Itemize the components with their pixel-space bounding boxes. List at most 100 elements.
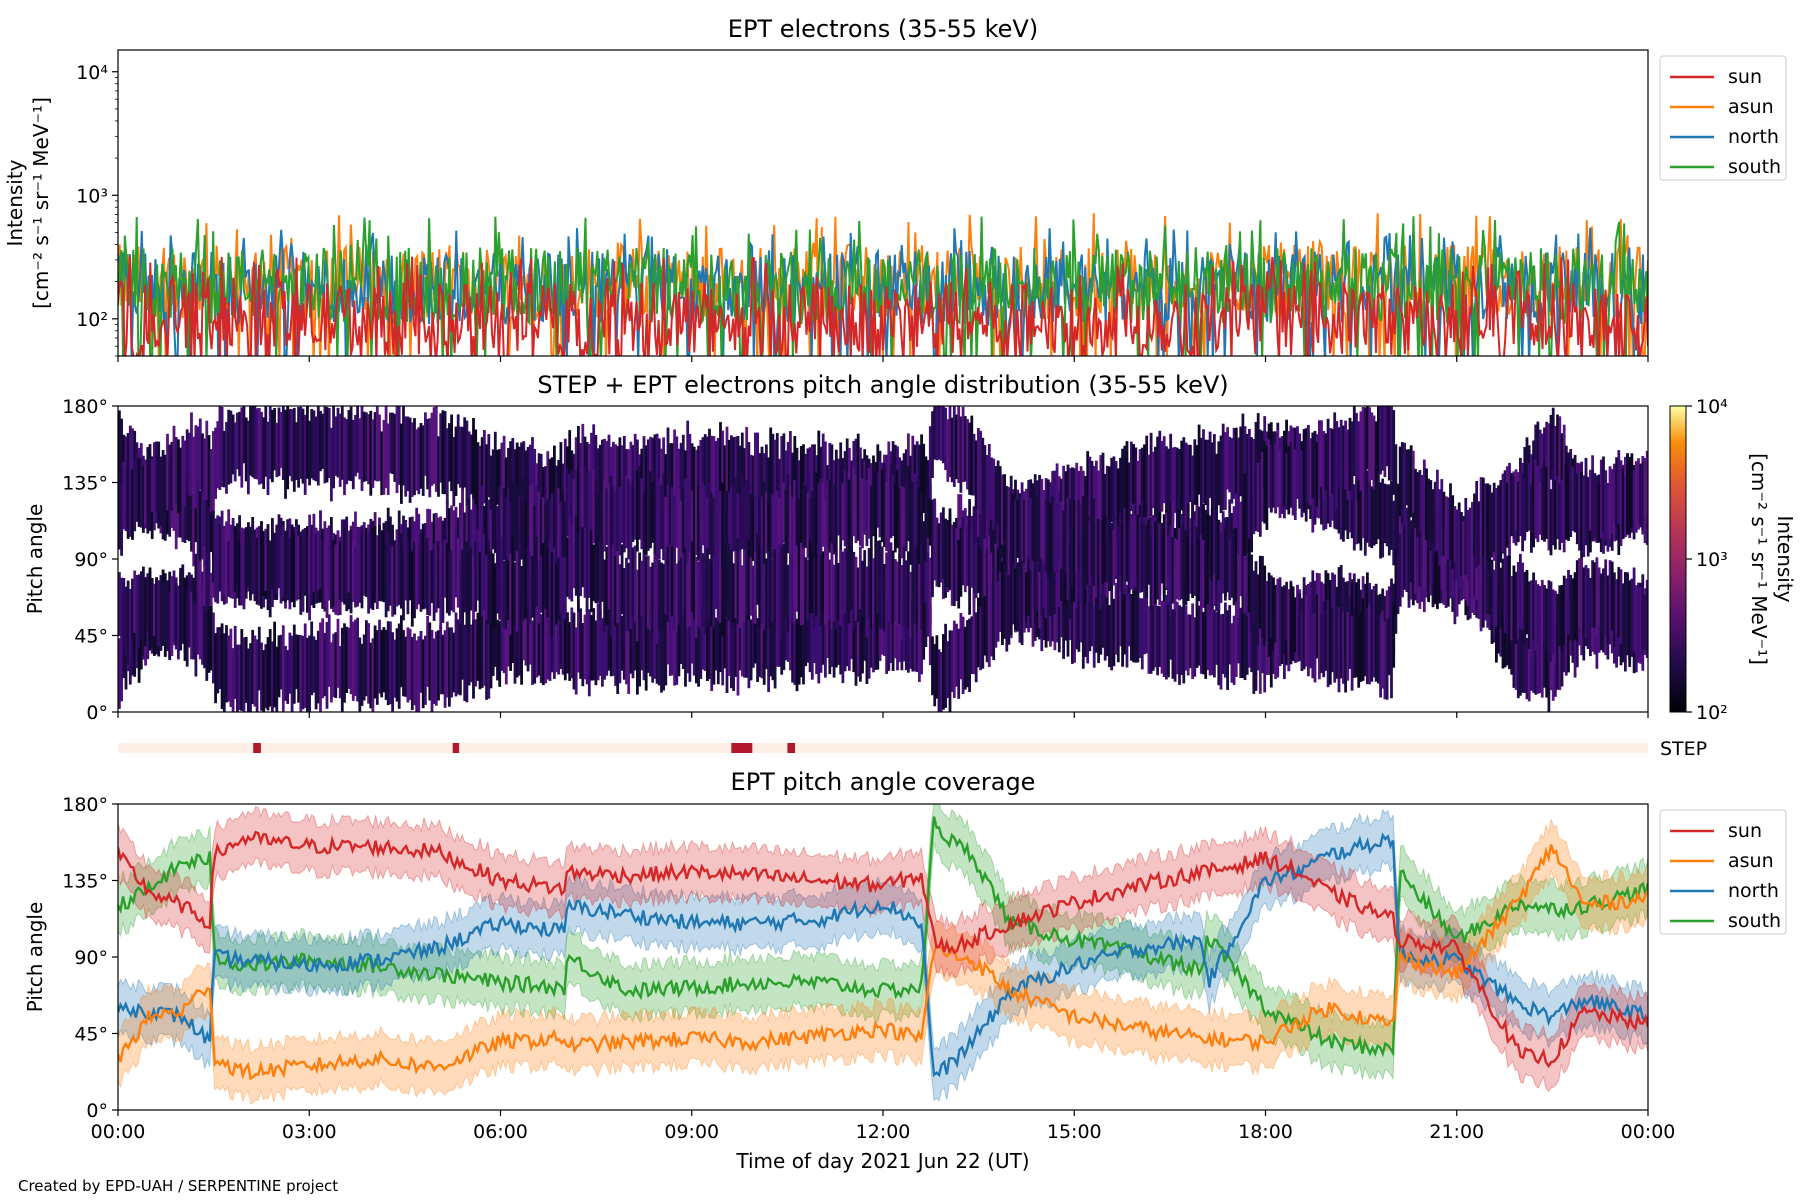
pad-cell bbox=[428, 550, 432, 616]
pad-cell bbox=[907, 551, 910, 627]
pad-cell bbox=[937, 649, 941, 712]
pad-cell bbox=[290, 409, 294, 482]
pad-cell bbox=[1228, 538, 1232, 601]
pad-cell bbox=[1477, 501, 1481, 566]
pad-cell bbox=[1049, 543, 1052, 617]
y-tick-label: 45° bbox=[74, 626, 108, 648]
pad-cell bbox=[625, 475, 628, 549]
pad-cell bbox=[775, 545, 779, 615]
pad-cell bbox=[509, 441, 512, 520]
pad-cell bbox=[813, 557, 816, 628]
pad-cell bbox=[496, 506, 499, 580]
pad-cell bbox=[531, 620, 534, 685]
pad-cell bbox=[1099, 455, 1103, 539]
pad-cell bbox=[970, 415, 974, 496]
pad-cell bbox=[1530, 580, 1533, 658]
pad-cell bbox=[955, 623, 958, 687]
pad-cell bbox=[668, 607, 672, 676]
pad-cell bbox=[767, 457, 770, 520]
pad-cell bbox=[646, 473, 650, 551]
pad-cell bbox=[970, 529, 974, 588]
pad-cell bbox=[854, 474, 858, 544]
pad-cell bbox=[437, 436, 440, 497]
pad-cell bbox=[128, 473, 132, 537]
pad-cell bbox=[1427, 478, 1430, 548]
pad-cell bbox=[1213, 609, 1216, 678]
pad-cell bbox=[668, 488, 672, 546]
pad-cell bbox=[998, 572, 1002, 632]
pad-cell bbox=[187, 576, 191, 648]
pad-cell bbox=[1165, 511, 1168, 589]
pad-cell bbox=[1468, 507, 1472, 574]
pad-cell bbox=[1154, 446, 1157, 527]
pad-cell bbox=[1615, 579, 1618, 634]
pad-cell bbox=[572, 612, 576, 690]
pad-cell bbox=[369, 410, 373, 496]
pad-cell bbox=[1029, 498, 1033, 570]
pad-cell bbox=[1252, 469, 1256, 535]
pad-cell bbox=[131, 428, 134, 499]
pad-cell bbox=[496, 449, 499, 505]
pad-cell bbox=[942, 634, 945, 710]
pad-cell bbox=[1595, 476, 1599, 543]
pad-cell bbox=[1029, 554, 1033, 628]
pad-cell bbox=[1307, 593, 1310, 677]
pad-cell bbox=[1556, 414, 1559, 498]
pad-cell bbox=[561, 557, 565, 636]
pad-cell bbox=[719, 490, 722, 566]
pad-cell bbox=[1208, 431, 1212, 498]
pad-cell bbox=[249, 643, 252, 712]
pad-cell bbox=[1398, 446, 1402, 517]
pad-cell bbox=[124, 586, 128, 656]
pad-cell bbox=[725, 550, 729, 617]
pad-cell bbox=[821, 551, 825, 613]
pad-cell bbox=[1525, 570, 1529, 635]
pad-cell bbox=[1038, 505, 1041, 572]
pad-cell bbox=[1359, 612, 1363, 682]
pad-cell bbox=[1219, 531, 1223, 603]
pad-cell bbox=[504, 457, 508, 523]
pad-cell bbox=[1134, 514, 1138, 587]
pad-cell bbox=[1267, 439, 1271, 508]
pad-cell bbox=[1042, 500, 1046, 564]
pad-cell bbox=[859, 447, 862, 522]
pad-cell bbox=[1027, 554, 1031, 616]
pad-cell bbox=[1608, 467, 1612, 540]
pad-cell bbox=[1195, 445, 1199, 512]
pad-cell bbox=[1068, 498, 1072, 568]
pad-cell bbox=[1444, 531, 1448, 608]
pad-cell bbox=[837, 470, 840, 536]
pad-cell bbox=[1589, 469, 1592, 531]
pad-cell bbox=[1339, 610, 1343, 679]
pad-cell bbox=[1357, 617, 1361, 688]
pad-cell bbox=[865, 480, 869, 547]
pad-cell bbox=[244, 528, 248, 593]
pad-cell bbox=[1624, 572, 1627, 651]
pad-cell bbox=[1245, 434, 1249, 489]
pad-cell bbox=[677, 448, 681, 505]
pad-cell bbox=[367, 414, 370, 485]
pad-cell bbox=[679, 557, 683, 618]
pad-cell bbox=[389, 621, 392, 705]
pad-cell bbox=[1195, 603, 1199, 668]
pad-cell bbox=[524, 450, 528, 516]
pad-cell bbox=[1090, 500, 1094, 578]
pad-cell bbox=[509, 554, 512, 635]
pad-cell bbox=[137, 574, 141, 648]
y-tick-label: 0° bbox=[86, 1100, 108, 1122]
pad-cell bbox=[1230, 438, 1234, 504]
pad-cell bbox=[799, 542, 803, 626]
pad-cell bbox=[1326, 599, 1330, 688]
pad-cell bbox=[937, 525, 941, 586]
pad-cell bbox=[1405, 512, 1409, 592]
pad-cell bbox=[795, 618, 799, 692]
y-tick-label: 180° bbox=[62, 794, 108, 816]
x-tick-label: 18:00 bbox=[1238, 1121, 1293, 1143]
pad-cell bbox=[891, 550, 895, 624]
pad-cell bbox=[347, 627, 351, 689]
pad-cell bbox=[450, 550, 453, 611]
pad-cell bbox=[920, 596, 923, 675]
pad-cell bbox=[480, 613, 484, 688]
pad-cell bbox=[1230, 534, 1234, 598]
pad-cell bbox=[830, 444, 834, 516]
